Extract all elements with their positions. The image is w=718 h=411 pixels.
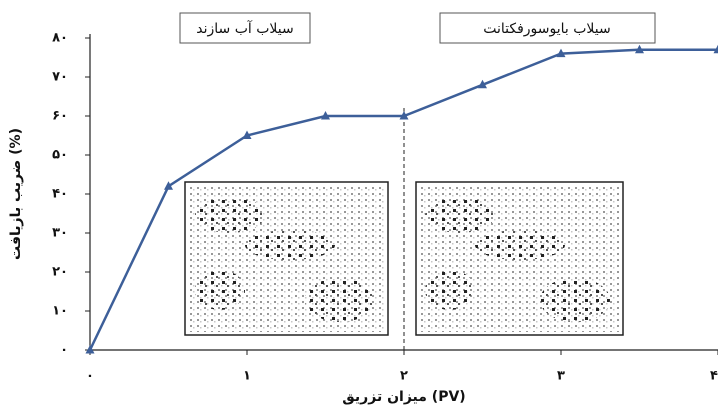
y-tick-label: ۲۰: [52, 265, 68, 280]
y-tick-label: ۵۰: [52, 148, 68, 163]
chart: سیلاب آب سازند سیلاب بایوسورفکتانت میزان…: [0, 0, 718, 407]
x-axis-label: میزان تزریق (PV): [342, 389, 465, 405]
page: {"chart_data": {"type": "line", "x_label…: [0, 0, 718, 407]
y-tick-label: ۳۰: [52, 226, 68, 241]
y-tick-label: ۶۰: [52, 109, 68, 124]
annotation: سیلاب بایوسورفکتانت: [483, 21, 611, 37]
x-tick-label: ۱: [243, 369, 251, 384]
x-tick-label: ۰: [86, 369, 94, 384]
y-tick-label: ۴۰: [52, 187, 68, 202]
x-tick-label: ۳: [557, 369, 565, 384]
y-axis-label: ضریب بازیافت (%): [8, 128, 24, 260]
annotation: سیلاب آب سازند: [196, 20, 293, 37]
inset-image: [416, 182, 623, 335]
x-tick-label: ۲: [400, 369, 408, 384]
y-tick-label: ۰: [60, 343, 68, 358]
y-tick-label: ۸۰: [52, 31, 68, 46]
inset-image: [185, 182, 388, 335]
y-tick-label: ۷۰: [52, 70, 68, 85]
x-tick-label: ۴: [710, 369, 718, 384]
y-tick-label: ۱۰: [52, 304, 68, 319]
